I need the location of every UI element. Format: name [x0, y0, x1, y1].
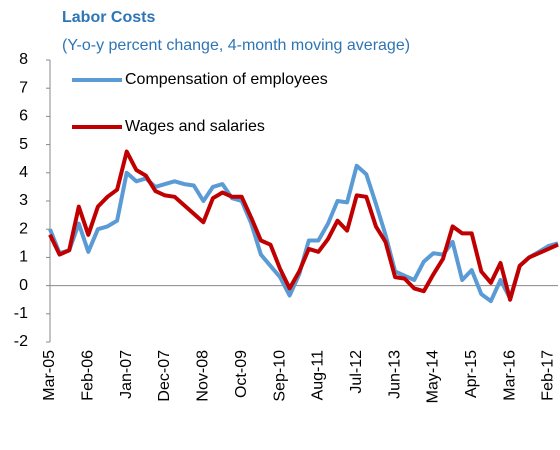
- y-tick-label: 6: [19, 108, 28, 125]
- y-tick-label: 4: [19, 164, 28, 181]
- y-tick-label: 2: [19, 220, 28, 237]
- x-tick-label: Jul-12: [348, 350, 365, 394]
- x-tick-label: Jan-07: [118, 350, 135, 399]
- series-line: [48, 163, 559, 304]
- x-tick-label: May-14: [425, 350, 442, 403]
- x-tick-label: Feb-06: [80, 350, 97, 401]
- x-tick-label: Sep-10: [271, 350, 288, 402]
- y-tick-label: 3: [19, 192, 28, 209]
- series-line: [48, 149, 559, 302]
- chart-title: Labor Costs: [62, 9, 155, 26]
- y-tick-label: -2: [14, 333, 28, 350]
- x-tick-label: Feb-17: [540, 350, 557, 401]
- y-tick-label: 0: [19, 277, 28, 294]
- chart-subtitle: (Y-o-y percent change, 4-month moving av…: [62, 37, 410, 54]
- x-tick-label: Oct-09: [233, 350, 250, 398]
- x-tick-label: Jun-13: [386, 350, 403, 399]
- x-tick-label: Aug-11: [310, 350, 327, 401]
- y-tick-label: -1: [14, 305, 28, 322]
- legend-label: Compensation of employees: [125, 71, 328, 88]
- y-tick-label: 7: [19, 79, 28, 96]
- x-tick-label: Mar-16: [501, 350, 518, 401]
- y-tick-label: 8: [19, 51, 28, 68]
- y-tick-label: 5: [19, 136, 28, 153]
- x-tick-label: Nov-08: [195, 350, 212, 402]
- y-tick-label: 1: [19, 249, 28, 266]
- legend-label: Wages and salaries: [125, 118, 265, 135]
- x-tick-label: Apr-15: [463, 350, 480, 398]
- x-tick-label: Mar-05: [41, 350, 58, 401]
- x-tick-label: Dec-07: [156, 350, 173, 402]
